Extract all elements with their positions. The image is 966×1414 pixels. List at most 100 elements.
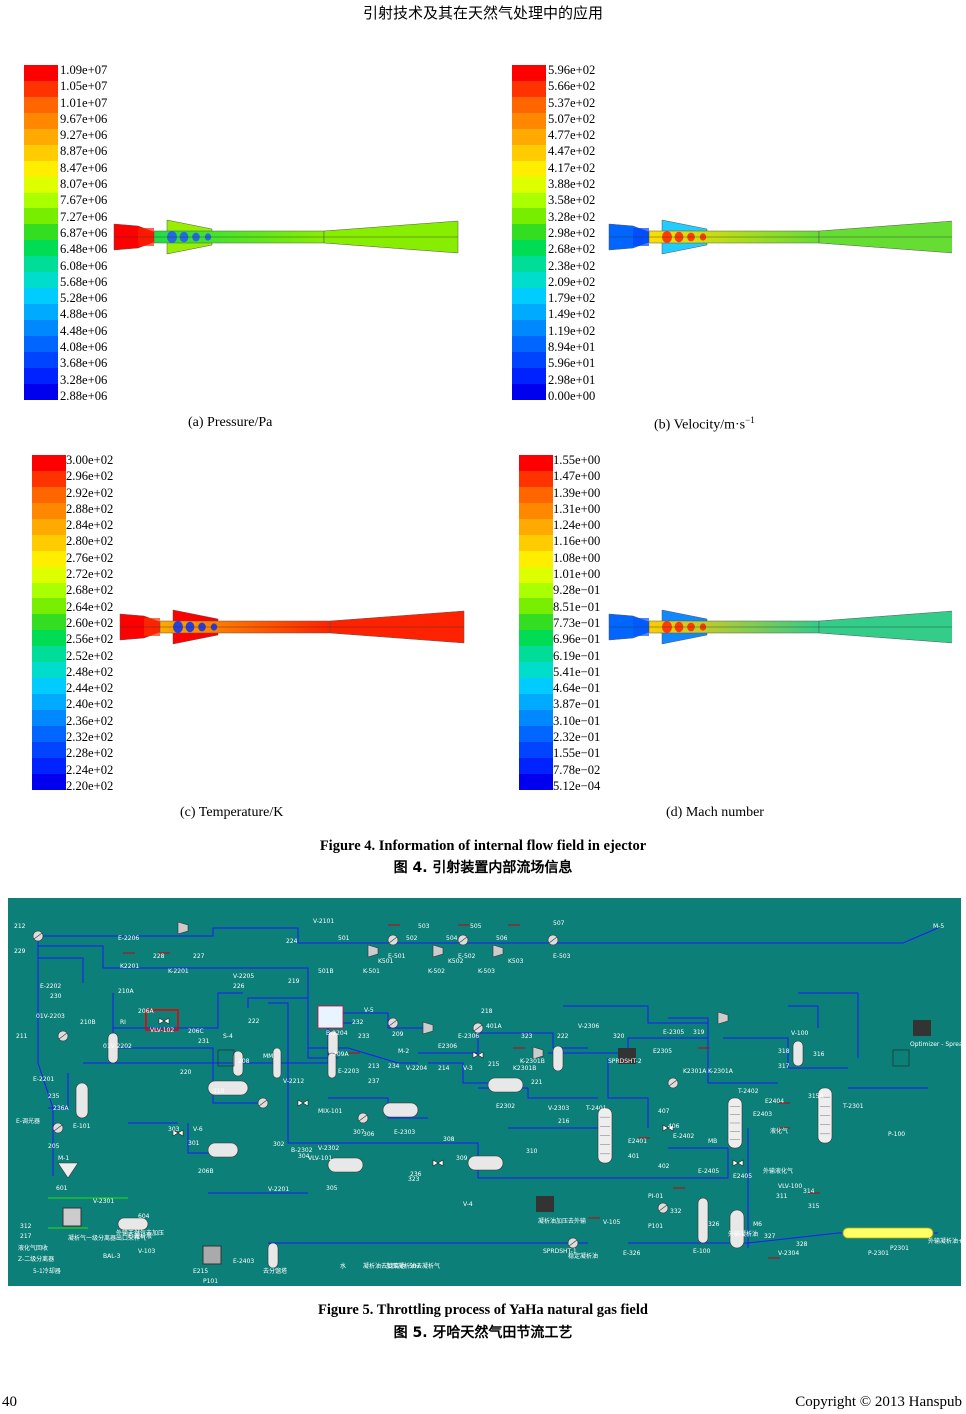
level-label: 2.24e+02 <box>66 762 114 777</box>
pfd-label: P101 <box>203 1278 218 1285</box>
color-swatch <box>519 614 553 631</box>
color-swatch <box>32 598 66 615</box>
pfd-label: 222 <box>557 1033 569 1040</box>
color-swatch <box>24 240 58 257</box>
color-swatch <box>519 630 553 647</box>
pfd-label: E-2202 <box>40 983 61 990</box>
pfd-label: E2306 <box>438 1043 457 1050</box>
compressor <box>177 921 189 935</box>
color-swatch <box>512 176 546 193</box>
pressure-color-bar <box>24 65 58 400</box>
compressor <box>422 1021 434 1035</box>
pfd-label: 320 <box>613 1033 625 1040</box>
color-swatch <box>32 710 66 726</box>
pfd-label: K501 <box>378 958 394 965</box>
caption-mach: (d) Mach number <box>666 805 764 820</box>
level-label: 2.32e−01 <box>553 730 601 745</box>
level-label: 2.52e+02 <box>66 648 114 663</box>
pfd-label: VLV-101 <box>308 1155 332 1162</box>
color-swatch <box>519 486 553 503</box>
color-swatch <box>24 335 58 352</box>
V-100-vessel <box>792 1040 804 1067</box>
level-label: 2.98e+01 <box>548 372 596 387</box>
pfd-label: 323 <box>408 1176 420 1183</box>
pfd-label: 凝析油加压去外输 <box>538 1217 586 1225</box>
color-swatch <box>24 144 58 161</box>
pfd-label: 327 <box>764 1233 776 1240</box>
pfd-label: 231 <box>198 1038 210 1045</box>
color-swatch <box>519 534 553 551</box>
pfd-label: 224 <box>286 938 298 945</box>
pfd-label: 01V-2202 <box>103 1043 132 1050</box>
stream-line <box>247 997 308 1008</box>
compressor <box>367 944 379 958</box>
level-label: 8.47e+06 <box>60 160 108 175</box>
pfd-label: 210B <box>80 1019 96 1026</box>
level-label: 3.28e+02 <box>548 209 596 224</box>
pfd-label: 209 <box>392 1031 404 1038</box>
level-label: 1.01e+07 <box>60 95 108 110</box>
color-swatch <box>24 192 58 209</box>
M-5-vessel <box>267 1242 279 1269</box>
valve <box>662 1124 674 1132</box>
color-swatch <box>519 582 553 599</box>
compressor <box>492 944 504 958</box>
pfd-label: 凝析气一级分离器出口采样气 <box>68 1234 146 1242</box>
pfd-label: 302 <box>273 1141 285 1148</box>
color-swatch <box>512 80 546 97</box>
level-label: 4.77e+02 <box>548 128 596 143</box>
color-swatch <box>32 662 66 679</box>
pfd-label: E-2306 <box>458 1033 479 1040</box>
level-label: 1.49e+02 <box>548 307 596 322</box>
pfd-label: Z-二级分离器 <box>18 1255 54 1263</box>
pfd-label: 310 <box>526 1148 538 1155</box>
pfd-label: V-2101 <box>313 918 334 925</box>
level-label: 6.48e+06 <box>60 242 108 257</box>
color-swatch <box>519 662 553 679</box>
pfd-label: 314 <box>803 1188 815 1195</box>
pfd-label: 601 <box>56 1185 68 1192</box>
pfd-label: 318 <box>778 1048 790 1055</box>
process-flow-diagram: 212 229 E-2202 230 01V-2203 210B 211 E-2201 235 2… <box>8 898 961 1286</box>
V-2304-vessel <box>729 1209 745 1249</box>
level-label: 1.55e−01 <box>553 746 601 761</box>
pfd-label: V-2205 <box>233 973 254 980</box>
color-swatch <box>24 80 58 97</box>
color-swatch <box>24 96 58 113</box>
level-label: 2.38e+02 <box>548 258 596 273</box>
temperature-levels: 3.00e+02 2.96e+02 2.92e+02 2.88e+02 2.84e+02… <box>66 452 113 794</box>
spreadsheet1-icon <box>536 1196 554 1212</box>
level-label: 9.28e−01 <box>553 583 601 598</box>
pfd-label: K-503 <box>478 968 495 975</box>
pfd-label: E-凝析液 <box>128 1232 152 1240</box>
pfd-label: 218 <box>481 1008 493 1015</box>
pfd-label: E-326 <box>623 1250 641 1257</box>
level-label: 5.41e−01 <box>553 664 601 679</box>
pfd-label: RI <box>120 1019 126 1026</box>
velocity-ejector-contour <box>608 219 952 255</box>
level-label: 2.68e+02 <box>66 583 114 598</box>
color-swatch <box>32 614 66 631</box>
valve <box>297 1099 309 1107</box>
balance-BAL-3 <box>62 1207 82 1227</box>
pfd-label: V-2306 <box>578 1023 599 1030</box>
color-swatch <box>519 566 553 583</box>
pfd-label: V-5 <box>364 1007 374 1014</box>
level-label: 2.56e+02 <box>66 632 114 647</box>
pfd-label: E-101 <box>73 1123 91 1130</box>
stream-line <box>548 1037 708 1054</box>
color-swatch <box>512 65 546 81</box>
valve <box>172 1129 184 1137</box>
running-header: 引射技术及其在天然气处理中的应用 <box>362 6 603 22</box>
level-label: 2.98e+02 <box>548 225 596 240</box>
pfd-label: 235 <box>48 1093 60 1100</box>
pfd-label: 222 <box>248 1018 260 1025</box>
color-swatch <box>512 96 546 113</box>
pfd-label: V-2301 <box>93 1198 114 1205</box>
color-swatch <box>32 646 66 663</box>
pressure-levels: 1.09e+07 1.05e+07 1.01e+07 9.67e+06 9.27e+06… <box>60 62 107 404</box>
pfd-label: 215 <box>488 1061 500 1068</box>
pfd-label: 315A <box>808 1093 824 1100</box>
color-swatch <box>512 208 546 225</box>
pfd-label: K2301B <box>513 1065 536 1072</box>
